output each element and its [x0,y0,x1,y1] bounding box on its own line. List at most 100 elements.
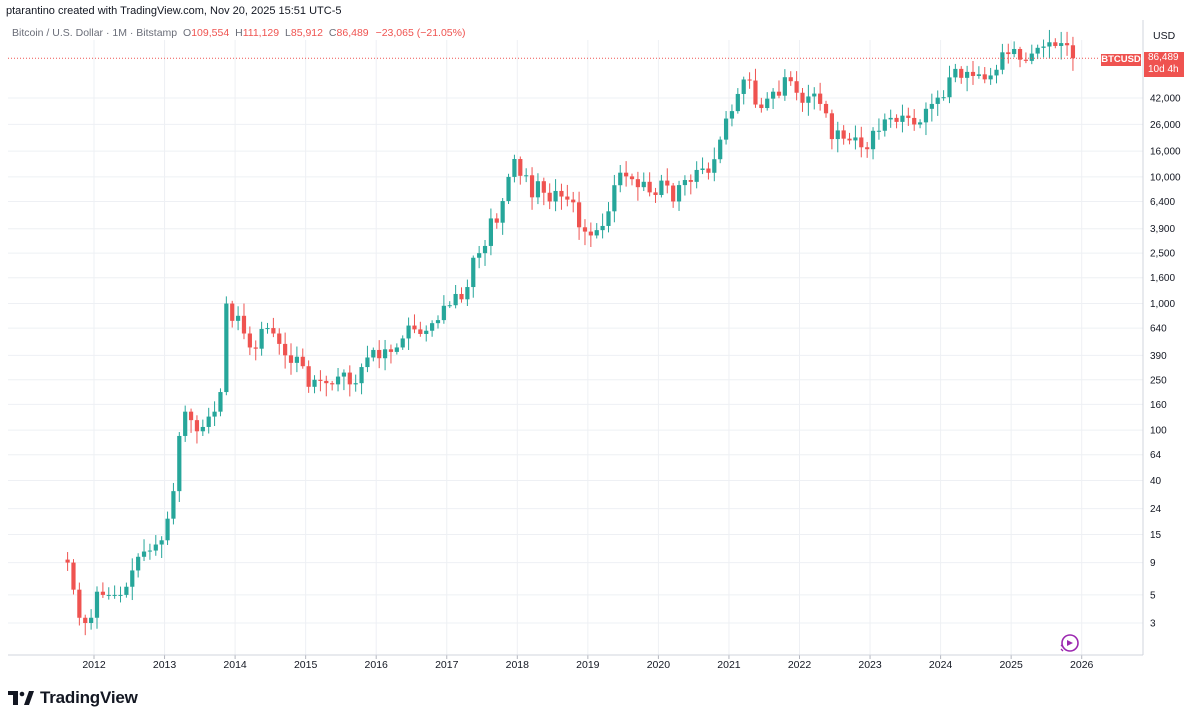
candle-body [400,338,405,348]
candle-body [1017,48,1023,60]
candle-body [906,115,911,118]
time-tick-label: 2016 [365,659,389,671]
candle-body [618,172,623,186]
candle-body [547,192,552,202]
open-value: 109,554 [191,27,230,39]
candle-body [412,325,417,330]
candle-body [882,119,887,131]
close-label: C [328,27,337,39]
open-label: O [183,27,192,39]
candle-body [1000,52,1005,70]
time-tick-label: 2015 [294,659,318,671]
grid-lines [8,40,1143,655]
candle-body [535,181,541,198]
candle-body [647,181,652,193]
price-axis[interactable]: 3 5 9 15 24 40 64 100 160 250 390 640 1,000 1,600 2,50… [1150,94,1181,630]
last-price-box: 86,489 10d 4h [1144,52,1184,77]
candle-body [241,315,247,334]
candle-body [641,181,646,188]
symbol-description[interactable]: Bitcoin / U.S. Dollar · 1M · Bitstamp [12,27,178,39]
price-tick-label: 3,900 [1150,224,1175,235]
candle-body [194,420,200,432]
replay-icon[interactable] [1060,634,1079,652]
candle-body [741,79,746,94]
tradingview-logo-icon [8,690,34,706]
candle-body [130,570,135,587]
candle-body [676,185,682,202]
currency-label[interactable]: USD [1153,30,1176,42]
time-tick-label: 2026 [1070,659,1094,671]
candle-body [341,372,347,377]
candle-body [347,372,352,385]
tradingview-logo[interactable]: TradingView [8,688,138,708]
candle-body [688,180,693,182]
candle-body [853,137,858,141]
candle-body [565,196,570,200]
candle-body [418,329,423,334]
price-tick-label: 640 [1150,324,1167,335]
low-label: L [285,27,291,39]
candle-body [988,75,993,80]
close-value: 86,489 [336,27,369,39]
candle-body [729,111,735,119]
candle-body [759,104,764,109]
candle-body [406,325,411,339]
candle-body [888,117,893,120]
high-label: H [235,27,243,39]
candle-body [124,586,129,595]
candle-body [294,356,299,363]
candle-body [1070,45,1076,59]
countdown-label: 10d 4h [1148,64,1179,75]
candle-body [335,376,341,385]
candle-body [271,328,276,334]
time-tick-label: 2023 [858,659,882,671]
candle-body [941,97,946,99]
candle-body [788,77,793,82]
candle-body [230,303,235,321]
candle-body [976,74,981,76]
candle-body [394,347,399,352]
time-axis[interactable]: 2012 2013 2014 2015 2016 2017 2018 2019 2020 2021… [82,655,1094,671]
time-tick-label: 2021 [717,659,741,671]
candle-body [153,544,158,551]
candle-body [635,179,640,188]
candle-body [253,347,258,349]
candle-body [259,328,264,349]
candle-body [312,379,317,387]
candle-body [682,180,688,186]
candle-body [65,559,70,563]
time-tick-label: 2022 [788,659,812,671]
candle-body [800,92,805,103]
low-value: 85,912 [290,27,323,39]
candle-body [671,185,676,202]
candle-body [929,103,934,109]
time-tick-label: 2017 [435,659,459,671]
candle-body [1059,43,1064,46]
candle-body [576,202,582,228]
candle-body [518,159,523,176]
price-tick-label: 26,000 [1150,120,1181,131]
candle-body [94,591,100,618]
time-tick-label: 2019 [576,659,600,671]
candle-body [794,81,799,93]
symbol-badge: BTCUSD [1101,54,1141,66]
candle-body [324,380,329,384]
candle-body [136,556,141,571]
candle-body [459,293,464,300]
candle-body [212,411,217,417]
candle-body [388,349,394,352]
candle-body [306,366,311,387]
candle-body [524,175,529,177]
candle-body [441,305,446,321]
time-tick-label: 2012 [82,659,106,671]
candle-body [477,253,482,258]
price-tick-label: 100 [1150,426,1167,437]
candle-body [106,594,111,596]
price-tick-label: 1,000 [1150,299,1175,310]
candle-body [718,139,723,160]
candle-body [465,287,470,300]
candle-body [812,93,817,97]
price-tick-label: 15 [1150,530,1162,541]
candle-body [1023,59,1029,61]
